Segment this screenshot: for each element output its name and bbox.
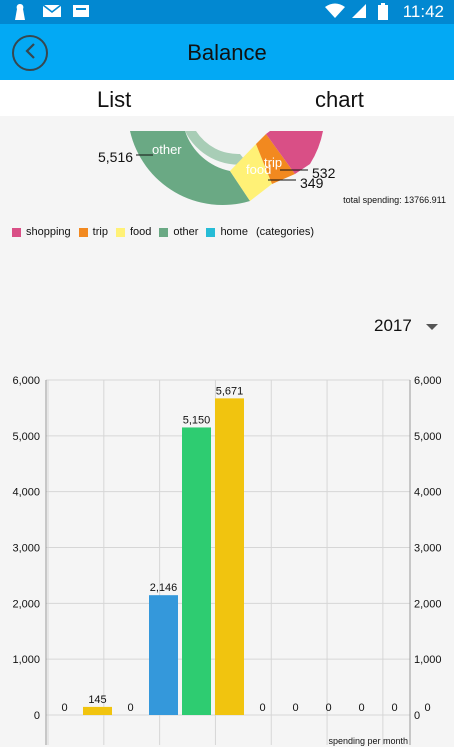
- bar-value-label: 145: [88, 694, 106, 706]
- tab-chart[interactable]: chart: [315, 87, 364, 112]
- pie-inner-ring: [185, 131, 248, 165]
- chart-content: other food trip 5,516 532 349 total spen…: [0, 116, 454, 747]
- y-tick-label-left: 0: [34, 710, 40, 722]
- legend-swatch: [115, 227, 125, 237]
- mail-icon: [42, 3, 62, 21]
- y-tick-label-right: 5,000: [414, 431, 442, 443]
- y-tick-label-right: 0: [414, 710, 420, 722]
- y-tick-label-left: 3,000: [12, 543, 40, 555]
- y-tick-label-right: 2,000: [414, 598, 442, 610]
- bar: [215, 398, 244, 715]
- tab-list[interactable]: List: [97, 87, 132, 112]
- bar-value-label: 0: [127, 702, 133, 714]
- y-tick-label-right: 6,000: [414, 375, 442, 387]
- y-tick-label-right: 4,000: [414, 487, 442, 499]
- pie-callout-food: 349: [300, 175, 324, 191]
- bar: [149, 595, 178, 715]
- pie-callout-trip: 532: [312, 165, 336, 181]
- wifi-icon: [324, 3, 345, 21]
- legend-swatch: [206, 227, 216, 237]
- bar-value-label: 0: [61, 702, 67, 714]
- pie-legend: shopping trip food other home (categorie…: [12, 226, 314, 238]
- legend-home: home: [206, 226, 248, 238]
- battery-icon: [377, 3, 395, 21]
- pie-slice-shopping: [266, 131, 323, 174]
- year-dropdown[interactable]: 2017: [374, 316, 438, 336]
- legend-food: food: [115, 226, 152, 238]
- legend-label: trip: [92, 226, 108, 238]
- bar-value-label: 0: [358, 702, 364, 714]
- y-tick-label-left: 6,000: [12, 375, 40, 387]
- y-tick-label-left: 1,000: [12, 654, 40, 666]
- pie-label-food: food: [246, 162, 271, 177]
- bar-value-label: 5,671: [216, 385, 244, 397]
- bar-value-label: 0: [292, 702, 298, 714]
- bar-value-label: 0: [259, 702, 265, 714]
- tab-bar: List chart: [0, 82, 454, 116]
- bar-value-label: 2,146: [150, 582, 178, 594]
- legend-label: other: [173, 226, 199, 238]
- legend-shopping: shopping: [12, 226, 71, 238]
- y-tick-label-left: 5,000: [12, 431, 40, 443]
- y-tick-label-right: 1,000: [414, 654, 442, 666]
- chart-footer: spending per month: [328, 736, 408, 746]
- legend-suffix: (categories): [255, 226, 315, 238]
- chevron-left-icon: [23, 42, 37, 65]
- legend-swatch: [12, 227, 21, 237]
- year-value: 2017: [374, 316, 412, 335]
- bar-value-label: 5,150: [183, 414, 211, 426]
- pie-slice-other: [130, 131, 250, 206]
- bar-value-label: 0: [424, 702, 430, 714]
- legend-swatch: [78, 227, 88, 237]
- status-time: 11:42: [402, 2, 444, 21]
- signal-icon: [351, 3, 369, 21]
- legend-other: other: [159, 226, 198, 238]
- inbox-icon: [72, 3, 90, 21]
- pie-chart: other food trip 5,516 532 349: [98, 131, 336, 206]
- bar: [182, 427, 211, 715]
- bar-value-label: 0: [325, 702, 331, 714]
- y-tick-label-left: 2,000: [12, 598, 40, 610]
- legend-label: home: [220, 226, 248, 238]
- legend-label: food: [129, 226, 152, 238]
- pie-slice-trip: [256, 134, 295, 184]
- page-title: Balance: [187, 40, 267, 65]
- chevron-down-icon: [425, 324, 438, 330]
- app-bar: Balance: [0, 24, 454, 80]
- notification-icon: [12, 3, 30, 21]
- legend-trip: trip: [78, 226, 108, 238]
- pie-slice-food: [230, 144, 272, 201]
- y-tick-label-right: 3,000: [414, 543, 442, 555]
- y-tick-label-left: 4,000: [12, 487, 40, 499]
- total-spending: total spending: 13766.911: [343, 195, 446, 205]
- pie-label-other: other: [152, 142, 182, 157]
- bar: [83, 706, 112, 715]
- legend-swatch: [159, 227, 169, 237]
- legend-label: shopping: [26, 226, 71, 238]
- bar-value-label: 0: [391, 702, 397, 714]
- back-button[interactable]: [12, 35, 48, 71]
- pie-callout-other: 5,516: [98, 149, 133, 165]
- pie-label-trip: trip: [264, 155, 282, 170]
- status-bar: 11:42: [0, 0, 454, 24]
